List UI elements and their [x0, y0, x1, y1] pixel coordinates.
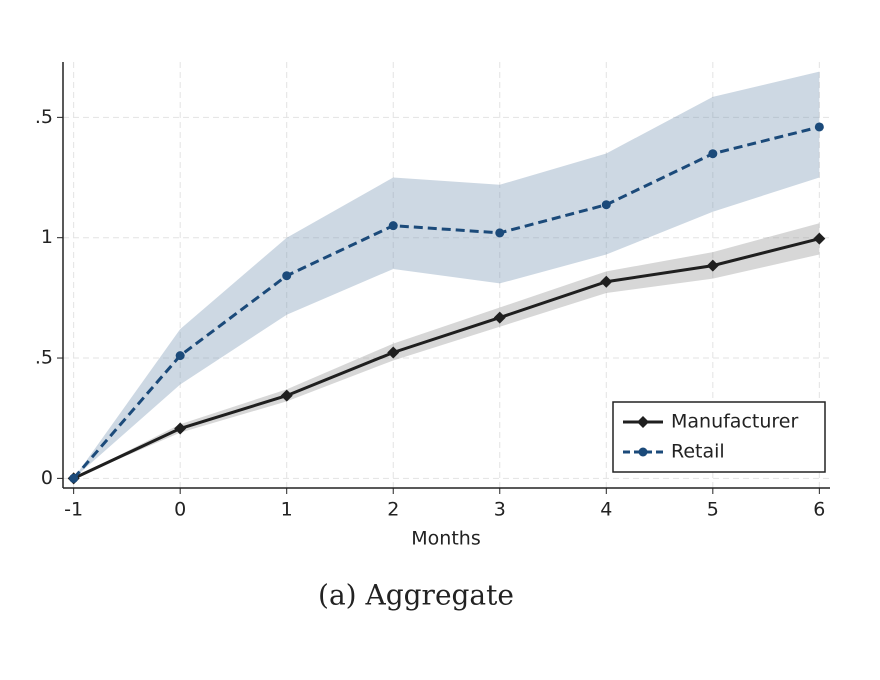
- marker: [708, 149, 718, 159]
- x-tick-label: 4: [600, 499, 612, 521]
- x-tick-label: 6: [813, 499, 825, 521]
- x-tick-label: -1: [64, 499, 83, 521]
- legend: Manufacturer Retail: [612, 401, 826, 473]
- marker: [601, 200, 611, 210]
- y-tick-label: .5: [35, 106, 53, 128]
- x-tick-label: 2: [387, 499, 399, 521]
- caption: (a) Aggregate: [318, 579, 514, 612]
- marker: [174, 422, 187, 435]
- marker: [69, 473, 79, 483]
- marker: [282, 271, 292, 281]
- x-tick-label: 5: [707, 499, 719, 521]
- marker: [638, 447, 648, 457]
- confidence-band: [73, 223, 820, 479]
- marker: [600, 275, 613, 288]
- marker: [387, 346, 400, 359]
- legend-box: [612, 401, 826, 473]
- confidence-band: [73, 71, 820, 479]
- y-tick-label: .5: [35, 347, 53, 369]
- marker: [495, 228, 505, 238]
- y-tick-label: 0: [41, 467, 53, 489]
- x-tick-label: 1: [281, 499, 293, 521]
- marker: [388, 221, 398, 231]
- marker: [637, 416, 649, 428]
- x-axis-label: Months: [411, 528, 480, 550]
- marker: [493, 311, 506, 324]
- legend-label: Manufacturer: [671, 411, 798, 433]
- marker: [175, 351, 185, 361]
- series-line: [73, 237, 820, 480]
- marker: [706, 259, 719, 272]
- marker: [813, 232, 826, 245]
- y-tick-label: 1: [41, 226, 53, 248]
- legend-label: Retail: [671, 441, 725, 463]
- x-tick-label: 3: [494, 499, 506, 521]
- marker: [280, 389, 293, 402]
- series-line: [72, 125, 820, 480]
- marker: [814, 122, 824, 132]
- x-tick-label: 0: [174, 499, 186, 521]
